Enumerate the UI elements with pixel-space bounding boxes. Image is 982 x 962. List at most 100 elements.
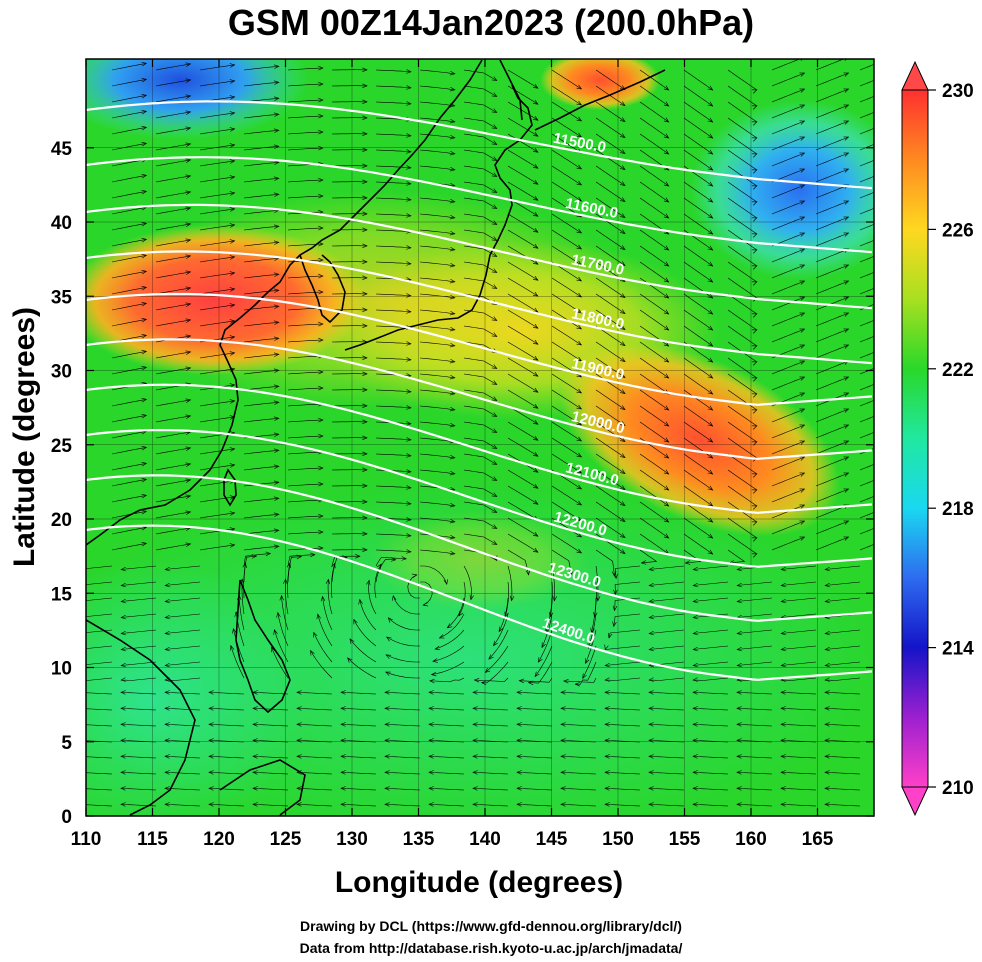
streamline [485,645,509,673]
streamline [859,528,874,535]
streamline-arrow [120,722,126,727]
streamline-arrow [751,441,758,446]
streamline [120,788,157,791]
streamline [86,581,113,585]
streamline [375,557,407,567]
height-contour [86,250,873,365]
streamline-arrow [663,325,670,331]
streamline [419,69,455,75]
streamline [375,453,411,457]
streamline-arrow [692,630,698,636]
streamline [815,296,849,311]
streamline-arrow [532,483,539,489]
streamline-arrow [273,368,280,373]
streamline-arrow [751,233,758,238]
streamline-arrow [707,325,714,331]
streamline-arrow [229,207,236,212]
streamline-arrow [273,80,280,85]
streamline-arrow [843,408,850,413]
streamline [243,370,279,375]
streamline [155,79,191,87]
streamline [243,530,279,535]
streamline [727,549,746,564]
streamline-arrow [77,567,82,571]
streamline [683,533,713,555]
streamline-arrow [229,399,236,404]
streamline-arrow [472,722,478,727]
streamline [595,101,626,122]
streamline [737,629,773,634]
streamline-arrow [532,211,539,217]
streamline-arrow [77,663,82,667]
coastline-philippines [235,579,291,714]
streamline [419,309,455,315]
streamline-arrow [518,678,525,684]
streamline [859,96,874,103]
streamline [287,323,323,327]
streamline-arrow [428,690,434,695]
streamline [824,772,861,775]
streamline-arrow [620,101,626,107]
streamline-arrow [843,376,850,381]
streamline [859,288,874,295]
streamline [551,309,582,330]
streamline [551,229,582,250]
streamline-arrow [663,533,670,539]
streamline [472,692,509,695]
streamline [86,708,113,711]
streamline-arrow [707,245,714,251]
streamline [649,629,685,634]
y-tick-label: 10 [51,659,72,680]
streamline [815,216,849,231]
streamline-arrow [229,383,236,388]
streamline [347,657,377,679]
streamline-arrow [843,536,850,541]
streamline [463,501,497,513]
streamline-arrow [318,529,324,535]
streamline-arrow [613,589,618,596]
streamline [165,629,201,634]
streamline-arrow [273,400,280,405]
streamline [815,232,849,247]
streamline [519,677,553,683]
streamline [243,114,279,119]
streamline-arrow [799,184,806,189]
streamline [507,101,539,121]
streamline [420,581,433,606]
streamline [419,373,455,379]
streamline-arrow [620,245,626,251]
streamline [604,804,641,807]
streamline-arrow [532,195,539,201]
streamline-arrow [273,128,280,133]
streamline [386,636,420,647]
streamline-arrow [406,357,412,362]
streamline-arrow [449,326,456,332]
streamline-arrow [707,149,714,155]
streamline [419,229,455,235]
streamline-arrow [843,520,850,525]
streamline [595,229,626,250]
streamline-arrow [560,722,566,727]
streamline [419,117,455,123]
streamline-arrow [620,517,626,523]
streamline-arrow [406,485,412,490]
streamline [771,72,805,87]
streamline [199,368,235,375]
streamline [481,661,509,684]
streamline-arrow [843,184,850,189]
streamline-arrow [164,614,170,620]
streamline-arrow [576,196,583,202]
streamline-arrow [751,265,758,270]
streamline [692,772,729,775]
streamline-arrow [888,121,893,125]
streamline-arrow [888,345,893,349]
streamline-arrow [406,405,412,410]
streamline [859,512,874,519]
streamline [815,520,849,535]
streamline-arrow [663,245,670,251]
streamline-arrow [449,502,456,508]
streamline [463,69,497,81]
streamline [155,111,191,119]
streamline-arrow [640,560,647,565]
